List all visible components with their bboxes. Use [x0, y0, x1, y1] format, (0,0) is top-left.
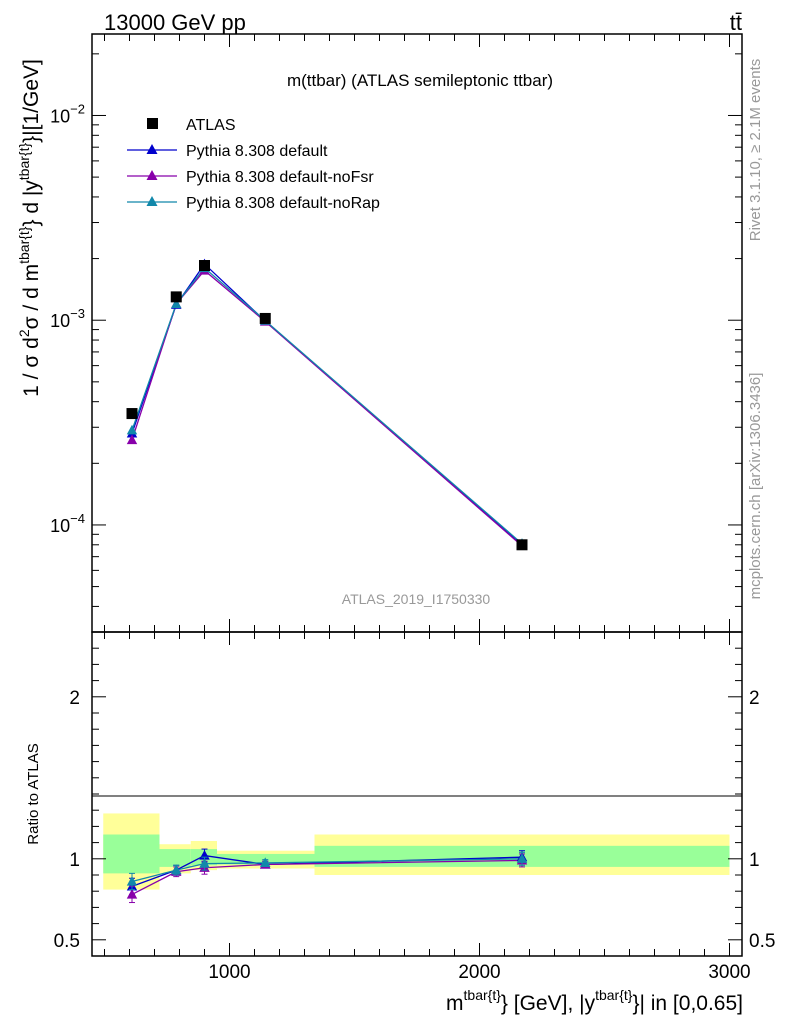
rivet-label: Rivet 3.1.10, ≥ 2.1M events — [747, 59, 764, 242]
chart-title: m(ttbar) (ATLAS semileptonic ttbar) — [287, 71, 553, 90]
legend-marker-norap — [146, 196, 158, 206]
main-x-ticks — [104, 34, 730, 632]
main-point-atlas — [516, 539, 528, 551]
main-point-mc — [171, 298, 182, 309]
ratio-panel: 0.5 0.5 1 1 2 2 1000 2000 3000 Ratio to ATLAS m… — [25, 631, 775, 1015]
ratio-point — [126, 875, 138, 886]
main-y-tick-label: 10−3 — [50, 306, 85, 331]
main-point-atlas — [170, 291, 182, 303]
main-marks — [126, 258, 528, 551]
ratio-point — [199, 858, 210, 868]
main-y-tick-label: 10−2 — [50, 101, 85, 126]
ratio-y-tick-label-right: 0.5 — [749, 931, 775, 952]
legend: ATLAS Pythia 8.308 default Pythia 8.308 … — [127, 117, 380, 212]
main-y-tick-label: 10−4 — [50, 511, 85, 536]
main-y-axis-label: 1 / σ d2σ / d mtbar{t}} d |ytbar{t}}|[1/… — [16, 59, 43, 397]
main-y-ticks: 10−4 10−3 10−2 — [50, 53, 742, 633]
ratio-y-tick-label-left: 1 — [69, 850, 80, 871]
energy-label: 13000 GeV pp — [104, 10, 246, 35]
ratio-point — [260, 857, 271, 867]
ratio-point — [171, 864, 182, 875]
watermark: ATLAS_2019_I1750330 — [342, 591, 491, 607]
ratio-x-ticks: 1000 2000 3000 — [104, 632, 751, 983]
x-tick-label: 2000 — [458, 962, 500, 983]
ratio-point — [126, 888, 138, 899]
mcplots-label: mcplots.cern.ch [arXiv:1306.3436] — [747, 373, 764, 600]
legend-label-atlas: ATLAS — [186, 117, 236, 134]
ratio-marks — [126, 848, 528, 904]
ratio-y-tick-label-right: 1 — [749, 850, 760, 871]
main-point-atlas — [259, 312, 271, 324]
ratio-y-tick-label-right: 2 — [749, 688, 760, 709]
ratio-y-tick-label-left: 0.5 — [54, 931, 80, 952]
ratio-band-inner — [103, 834, 160, 874]
legend-label-default: Pythia 8.308 default — [186, 143, 328, 160]
legend-marker-atlas — [147, 118, 158, 129]
main-point-mc — [126, 424, 138, 435]
x-axis-label: mtbar{t}} [GeV], |ytbar{t}}| in [0,0.65] — [446, 987, 743, 1015]
x-tick-label: 3000 — [708, 962, 750, 983]
legend-label-norap: Pythia 8.308 default-noRap — [186, 195, 380, 212]
main-point-mc — [126, 434, 138, 445]
ratio-y-ticks: 0.5 0.5 1 1 2 2 — [54, 647, 775, 952]
ratio-point — [516, 853, 528, 863]
ratio-band-inner — [159, 849, 191, 867]
legend-marker-default — [146, 144, 158, 154]
ratio-y-tick-label-left: 2 — [69, 688, 80, 709]
legend-marker-nofsr — [146, 170, 158, 180]
main-point-atlas — [126, 408, 138, 420]
main-panel: 10−4 10−3 10−2 m(ttbar) (ATLAS semileptoni… — [16, 33, 743, 633]
main-point-atlas — [199, 260, 210, 272]
ratio-y-axis-label: Ratio to ATLAS — [25, 743, 42, 844]
process-label: tt̄ — [730, 10, 742, 35]
x-tick-label: 1000 — [208, 962, 250, 983]
legend-label-nofsr: Pythia 8.308 default-noFsr — [186, 169, 374, 186]
